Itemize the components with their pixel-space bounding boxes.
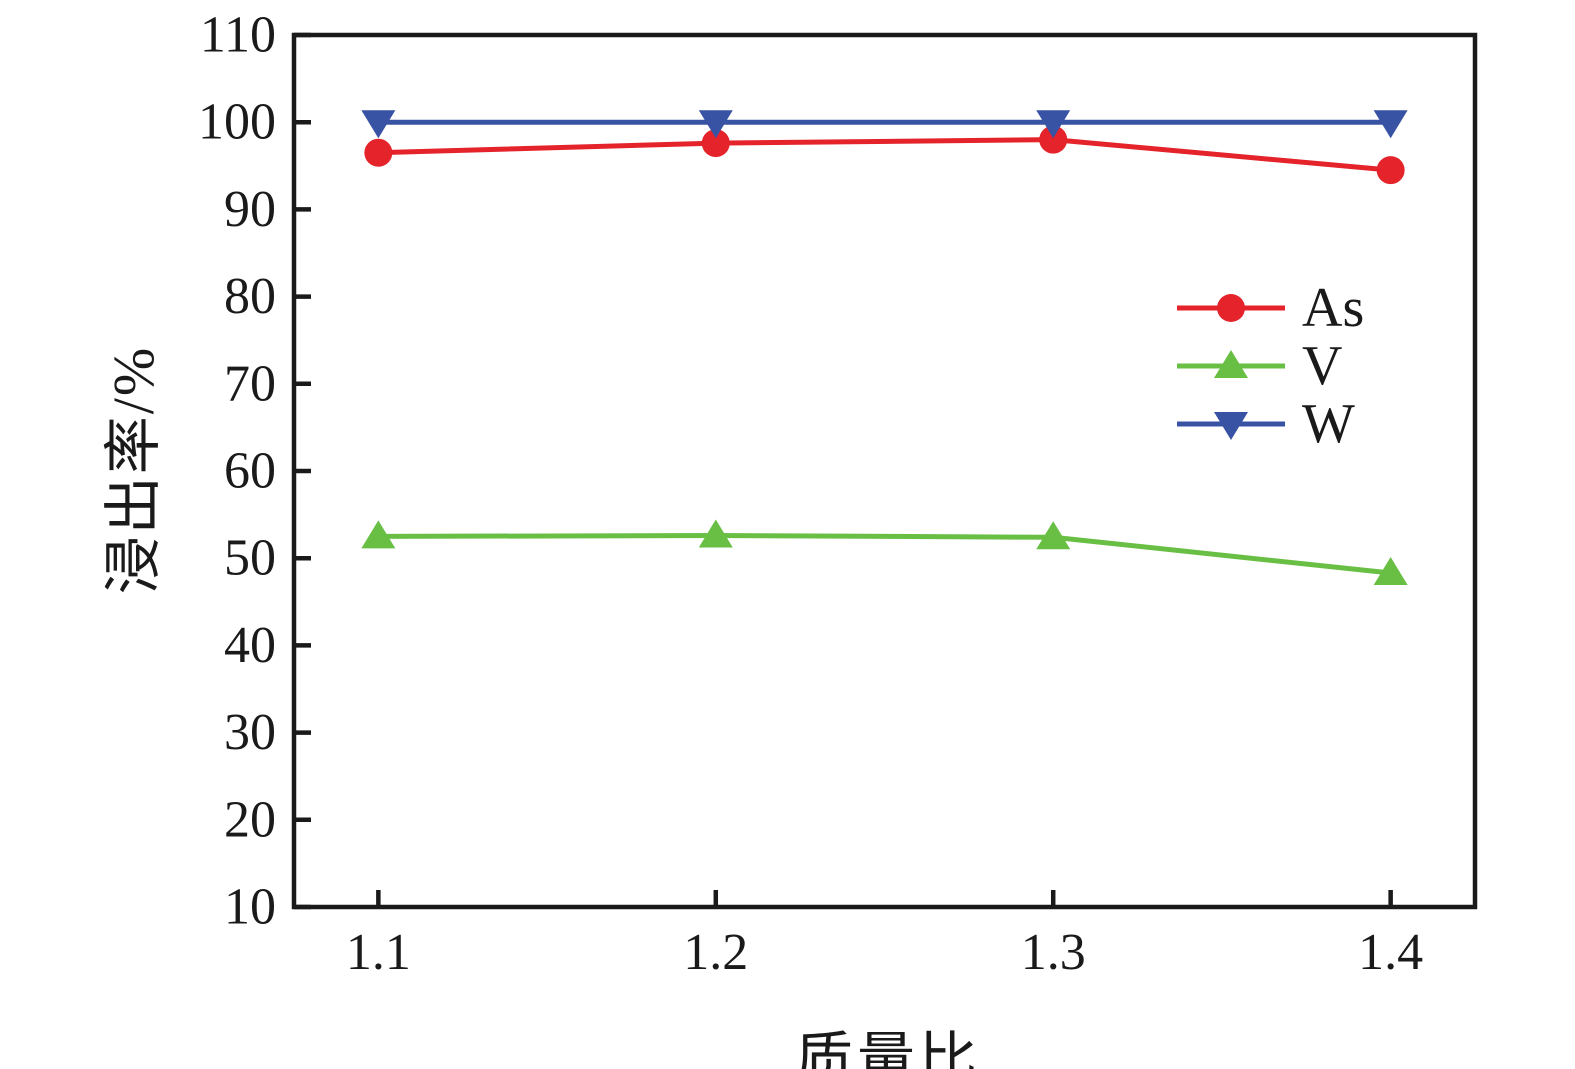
y-axis-label: 浸出率/% <box>101 345 166 595</box>
x-tick-label: 1.1 <box>346 924 411 981</box>
series-v-marker <box>1036 521 1071 550</box>
legend-marker-as <box>1217 294 1245 322</box>
legend-label-w: W <box>1302 393 1355 455</box>
legend-label-as: As <box>1302 277 1364 339</box>
x-tick-label: 1.2 <box>683 924 748 981</box>
y-tick-label: 60 <box>224 443 276 500</box>
x-tick-label: 1.3 <box>1021 924 1086 981</box>
series-as-marker <box>1376 156 1405 185</box>
y-tick-label: 40 <box>224 617 276 674</box>
y-tick-label: 20 <box>224 791 276 848</box>
y-tick-label: 110 <box>200 7 276 64</box>
series-w-marker <box>361 110 396 139</box>
x-axis-label: 质量比 <box>794 1027 982 1069</box>
y-tick-label: 80 <box>224 268 276 325</box>
y-tick-label: 70 <box>224 355 276 412</box>
series-as-marker <box>364 138 393 167</box>
series-v-marker <box>698 519 733 548</box>
x-tick-label: 1.4 <box>1358 924 1423 981</box>
legend-marker-v <box>1214 350 1248 378</box>
y-tick-label: 30 <box>224 704 276 761</box>
series-v-line <box>378 533 1391 576</box>
series-as-line <box>378 137 1391 173</box>
plot-frame <box>291 32 1478 910</box>
legend-marker-w <box>1214 412 1248 440</box>
series-as-marker <box>701 129 730 158</box>
y-tick-label: 50 <box>224 530 276 587</box>
y-tick-label: 100 <box>198 94 276 151</box>
series-w-marker <box>1373 110 1408 139</box>
y-tick-label: 10 <box>224 879 276 936</box>
legend-label-v: V <box>1302 335 1342 397</box>
series-v-marker <box>361 520 396 549</box>
series-v-marker <box>1373 557 1408 586</box>
series-w-marker <box>1036 110 1071 139</box>
y-tick-label: 90 <box>224 181 276 238</box>
series-as-marker <box>1039 125 1068 154</box>
series-w-marker <box>698 110 733 139</box>
